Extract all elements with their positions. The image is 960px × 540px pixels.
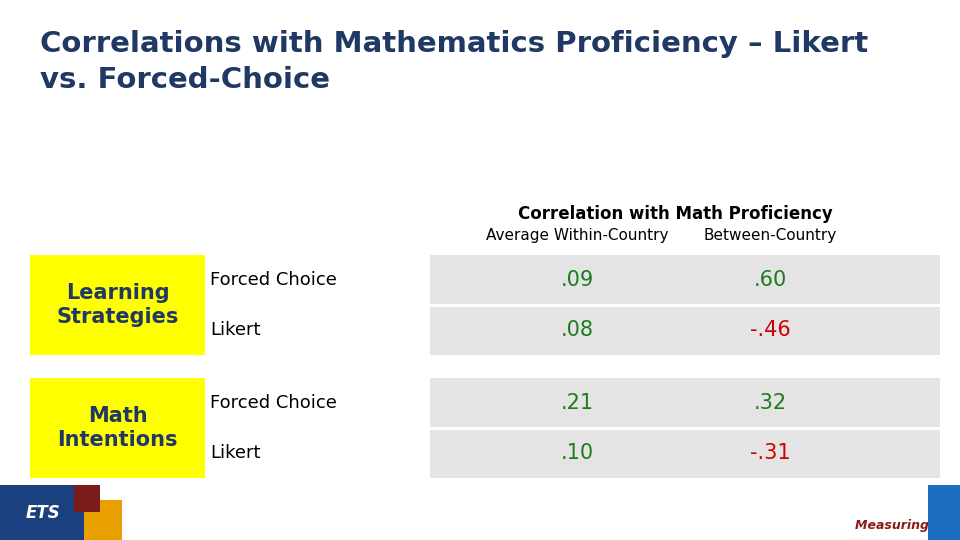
Bar (430, 255, 940, 355)
Text: Correlation with Math Proficiency: Correlation with Math Proficiency (517, 205, 832, 223)
Text: -.31: -.31 (750, 443, 790, 463)
Text: .32: .32 (754, 393, 786, 413)
Bar (430, 378, 940, 478)
Text: ETS: ETS (26, 504, 60, 522)
Text: .60: .60 (754, 270, 786, 290)
Bar (84, 500, 122, 540)
Bar (30, 255, 205, 355)
Bar (0, 485, 90, 540)
Text: Measuring the Power of Learning.™: Measuring the Power of Learning.™ (855, 518, 960, 531)
Bar (74, 485, 100, 512)
Text: Math
Intentions: Math Intentions (58, 406, 178, 450)
Text: Forced Choice: Forced Choice (210, 394, 337, 412)
Text: Average Within-Country: Average Within-Country (486, 228, 668, 243)
Bar (30, 378, 205, 478)
Text: Likert: Likert (210, 444, 260, 462)
Text: Forced Choice: Forced Choice (210, 271, 337, 289)
Text: Between-Country: Between-Country (704, 228, 836, 243)
Text: Learning
Strategies: Learning Strategies (57, 282, 179, 327)
Text: .09: .09 (561, 270, 593, 290)
Text: Likert: Likert (210, 321, 260, 339)
Text: .21: .21 (561, 393, 593, 413)
Text: -.46: -.46 (750, 320, 790, 340)
Bar (928, 485, 960, 540)
Text: Correlations with Mathematics Proficiency – Likert
vs. Forced-Choice: Correlations with Mathematics Proficienc… (40, 30, 868, 94)
Text: .08: .08 (561, 320, 593, 340)
Text: .10: .10 (561, 443, 593, 463)
